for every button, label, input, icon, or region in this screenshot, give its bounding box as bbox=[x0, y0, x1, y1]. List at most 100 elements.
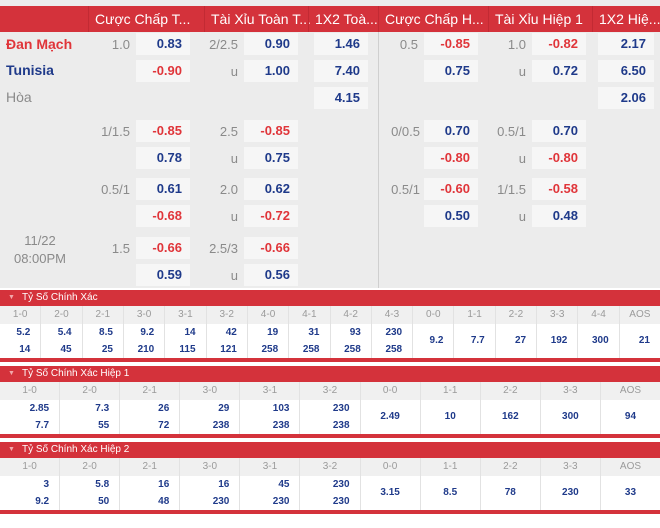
home-score-odds[interactable]: 31 bbox=[308, 327, 320, 338]
away-score-odds[interactable]: 55 bbox=[98, 420, 110, 431]
home-score-odds[interactable]: 93 bbox=[349, 327, 361, 338]
home-score-odds[interactable]: 2.85 bbox=[29, 403, 50, 414]
away-score-odds[interactable]: 258 bbox=[302, 344, 320, 355]
h1-hdp-away-odds[interactable]: -0.80 bbox=[424, 147, 478, 169]
away-score-odds[interactable]: 238 bbox=[272, 420, 290, 431]
ft-ou-over-odds[interactable]: -0.66 bbox=[244, 237, 298, 259]
h1-1x2-home[interactable]: 2.17 bbox=[598, 33, 654, 55]
draw-score-odds[interactable]: 2.49 bbox=[380, 411, 400, 422]
draw-score-odds[interactable]: 10 bbox=[444, 411, 456, 422]
home-score-odds[interactable]: 9.2 bbox=[140, 327, 155, 338]
home-score-odds[interactable]: 29 bbox=[218, 403, 230, 414]
draw-score-odds[interactable]: 21 bbox=[638, 335, 650, 346]
col-ft-handicap[interactable]: Cược Chấp T... bbox=[88, 6, 204, 32]
h1-ou-over-odds[interactable]: -0.58 bbox=[532, 178, 586, 200]
away-score-odds[interactable]: 210 bbox=[137, 344, 155, 355]
ft-ou-under-odds[interactable]: 0.56 bbox=[244, 264, 298, 286]
away-score-odds[interactable]: 115 bbox=[179, 344, 196, 355]
ft-hdp-home-odds[interactable]: 0.61 bbox=[136, 178, 190, 200]
home-score-odds[interactable]: 7.3 bbox=[95, 403, 110, 414]
away-score-odds[interactable]: 238 bbox=[332, 420, 350, 431]
draw-score-odds[interactable]: 192 bbox=[550, 335, 568, 346]
home-score-odds[interactable]: 14 bbox=[184, 327, 196, 338]
col-ft-overunder[interactable]: Tài Xỉu Toàn T... bbox=[204, 6, 311, 32]
away-score-odds[interactable]: 45 bbox=[60, 344, 72, 355]
ft-hdp-away-odds[interactable]: -0.90 bbox=[136, 60, 190, 82]
home-score-odds[interactable]: 103 bbox=[272, 403, 290, 414]
h1-hdp-home-odds[interactable]: -0.60 bbox=[424, 178, 478, 200]
h1-ou-under-odds[interactable]: -0.80 bbox=[532, 147, 586, 169]
col-ft-1x2[interactable]: 1X2 Toà... bbox=[308, 6, 378, 32]
home-score-odds[interactable]: 42 bbox=[225, 327, 237, 338]
h1-1x2-draw[interactable]: 2.06 bbox=[598, 87, 654, 109]
ft-ou-over-odds[interactable]: -0.85 bbox=[244, 120, 298, 142]
home-score-odds[interactable]: 5.2 bbox=[16, 327, 31, 338]
home-score-odds[interactable]: 230 bbox=[385, 327, 403, 338]
draw-score-odds[interactable]: 94 bbox=[624, 411, 637, 422]
h1-ou-over-odds[interactable]: -0.82 bbox=[532, 33, 586, 55]
h1-hdp-away-odds[interactable]: 0.75 bbox=[424, 60, 478, 82]
ft-ou-under-odds[interactable]: -0.72 bbox=[244, 205, 298, 227]
home-score-odds[interactable]: 45 bbox=[278, 479, 290, 490]
collapse-icon[interactable]: ▼ bbox=[8, 294, 15, 301]
col-h1-handicap[interactable]: Cược Chấp H... bbox=[378, 6, 488, 32]
collapse-icon[interactable]: ▼ bbox=[8, 446, 15, 453]
away-score-odds[interactable]: 7.7 bbox=[35, 420, 50, 431]
home-score-odds[interactable]: 8.5 bbox=[99, 327, 113, 338]
away-score-odds[interactable]: 230 bbox=[332, 496, 350, 507]
ft-hdp-home-odds[interactable]: 0.83 bbox=[136, 33, 190, 55]
away-score-odds[interactable]: 50 bbox=[98, 496, 110, 507]
draw-score-odds[interactable]: 3.15 bbox=[380, 487, 400, 498]
draw-score-odds[interactable]: 300 bbox=[592, 335, 609, 346]
draw-score-odds[interactable]: 33 bbox=[624, 487, 637, 498]
h1-hdp-home-odds[interactable]: -0.85 bbox=[424, 33, 478, 55]
home-score-odds[interactable]: 5.4 bbox=[57, 327, 72, 338]
h1-ou-over-odds[interactable]: 0.70 bbox=[532, 120, 586, 142]
draw-score-odds[interactable]: 9.2 bbox=[429, 335, 444, 346]
away-score-odds[interactable]: 121 bbox=[220, 344, 237, 355]
h1-ou-under-odds[interactable]: 0.72 bbox=[532, 60, 586, 82]
correct-score-h1-header[interactable]: ▼ Tỷ Số Chính Xác Hiệp 1 bbox=[0, 366, 660, 382]
home-score-odds[interactable]: 230 bbox=[332, 479, 350, 490]
home-score-odds[interactable]: 16 bbox=[158, 479, 170, 490]
draw-score-odds[interactable]: 162 bbox=[501, 411, 519, 422]
away-score-odds[interactable]: 14 bbox=[19, 344, 31, 355]
correct-score-header[interactable]: ▼ Tỷ Số Chính Xác bbox=[0, 290, 660, 306]
h1-hdp-away-odds[interactable]: 0.50 bbox=[424, 205, 478, 227]
draw-score-odds[interactable]: 300 bbox=[562, 411, 579, 422]
away-score-odds[interactable]: 230 bbox=[272, 496, 290, 507]
draw-score-odds[interactable]: 78 bbox=[504, 487, 516, 498]
ft-1x2-home[interactable]: 1.46 bbox=[314, 33, 368, 55]
ft-hdp-away-odds[interactable]: -0.68 bbox=[136, 205, 190, 227]
h1-ou-under-odds[interactable]: 0.48 bbox=[532, 205, 586, 227]
ft-ou-under-odds[interactable]: 0.75 bbox=[244, 147, 298, 169]
ft-hdp-away-odds[interactable]: 0.59 bbox=[136, 264, 190, 286]
draw-score-odds[interactable]: 27 bbox=[514, 335, 527, 346]
ft-1x2-draw[interactable]: 4.15 bbox=[314, 87, 368, 109]
h1-hdp-home-odds[interactable]: 0.70 bbox=[424, 120, 478, 142]
away-score-odds[interactable]: 230 bbox=[212, 496, 230, 507]
away-score-odds[interactable]: 258 bbox=[344, 344, 361, 355]
home-score-odds[interactable]: 26 bbox=[158, 403, 170, 414]
draw-score-odds[interactable]: 230 bbox=[562, 487, 579, 498]
away-score-odds[interactable]: 25 bbox=[101, 344, 113, 355]
away-score-odds[interactable]: 9.2 bbox=[35, 496, 50, 507]
correct-score-h2-header[interactable]: ▼ Tỷ Số Chính Xác Hiệp 2 bbox=[0, 442, 660, 458]
home-score-odds[interactable]: 5.8 bbox=[95, 479, 110, 490]
home-score-odds[interactable]: 3 bbox=[43, 479, 50, 490]
ft-hdp-away-odds[interactable]: 0.78 bbox=[136, 147, 190, 169]
home-score-odds[interactable]: 19 bbox=[267, 327, 279, 338]
col-h1-overunder[interactable]: Tài Xỉu Hiệp 1 bbox=[488, 6, 592, 32]
draw-score-odds[interactable]: 8.5 bbox=[443, 487, 458, 498]
ft-ou-over-odds[interactable]: 0.62 bbox=[244, 178, 298, 200]
away-score-odds[interactable]: 48 bbox=[158, 496, 170, 507]
ft-ou-over-odds[interactable]: 0.90 bbox=[244, 33, 298, 55]
home-score-odds[interactable]: 16 bbox=[218, 479, 230, 490]
away-score-odds[interactable]: 238 bbox=[212, 420, 230, 431]
away-score-odds[interactable]: 258 bbox=[261, 344, 279, 355]
draw-score-odds[interactable]: 7.7 bbox=[470, 335, 485, 346]
ft-hdp-home-odds[interactable]: -0.66 bbox=[136, 237, 190, 259]
h1-1x2-away[interactable]: 6.50 bbox=[598, 60, 654, 82]
ft-1x2-away[interactable]: 7.40 bbox=[314, 60, 368, 82]
away-score-odds[interactable]: 72 bbox=[158, 420, 170, 431]
